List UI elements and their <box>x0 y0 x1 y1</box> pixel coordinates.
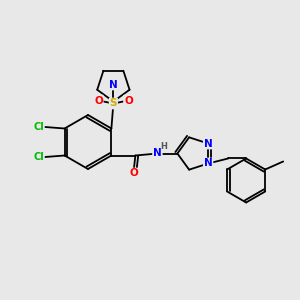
Text: N: N <box>109 80 118 89</box>
Text: O: O <box>129 169 138 178</box>
Text: Cl: Cl <box>33 122 44 131</box>
Text: O: O <box>94 95 103 106</box>
Text: O: O <box>124 95 133 106</box>
Text: N: N <box>204 139 212 148</box>
Text: N: N <box>153 148 162 158</box>
Text: S: S <box>110 98 117 109</box>
Text: H: H <box>160 142 167 151</box>
Text: Cl: Cl <box>33 152 44 163</box>
Text: N: N <box>204 158 212 169</box>
